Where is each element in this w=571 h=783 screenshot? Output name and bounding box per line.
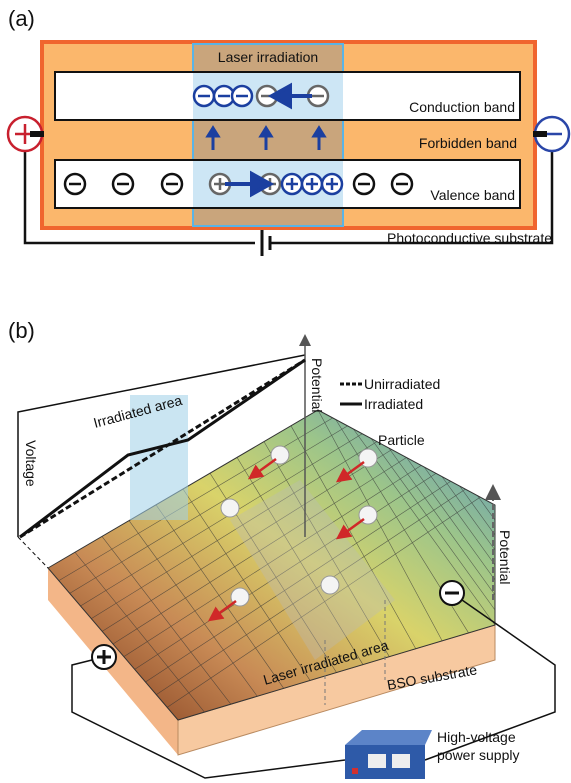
panel-label: (b)	[8, 318, 35, 343]
laser-label: Laser irradiation	[218, 49, 318, 65]
electrode	[533, 131, 547, 137]
figure: (a) Laser irradiation Conduction band Fo…	[0, 0, 571, 783]
power-supply-label: High-voltage	[437, 729, 516, 745]
particle	[321, 576, 339, 594]
legend-label: Irradiated	[364, 396, 423, 412]
potential-label: Potential	[309, 358, 325, 412]
particle-label: Particle	[378, 432, 425, 448]
legend-label: Unirradiated	[364, 376, 440, 392]
panel-label: (a)	[8, 6, 35, 31]
meter	[368, 754, 386, 768]
particle	[221, 499, 239, 517]
guide	[18, 537, 48, 568]
meter	[392, 754, 410, 768]
voltage-label: Voltage	[23, 440, 39, 487]
power-supply-label: power supply	[437, 747, 520, 763]
electrode	[30, 131, 44, 137]
switch	[352, 768, 358, 774]
band-label: Conduction band	[409, 99, 515, 115]
band-label: Forbidden band	[419, 135, 517, 151]
band-label: Valence band	[430, 187, 515, 203]
power-supply	[345, 730, 432, 745]
substrate-label: Photoconductive substrate	[387, 230, 552, 246]
potential-label: Potential	[497, 530, 513, 584]
